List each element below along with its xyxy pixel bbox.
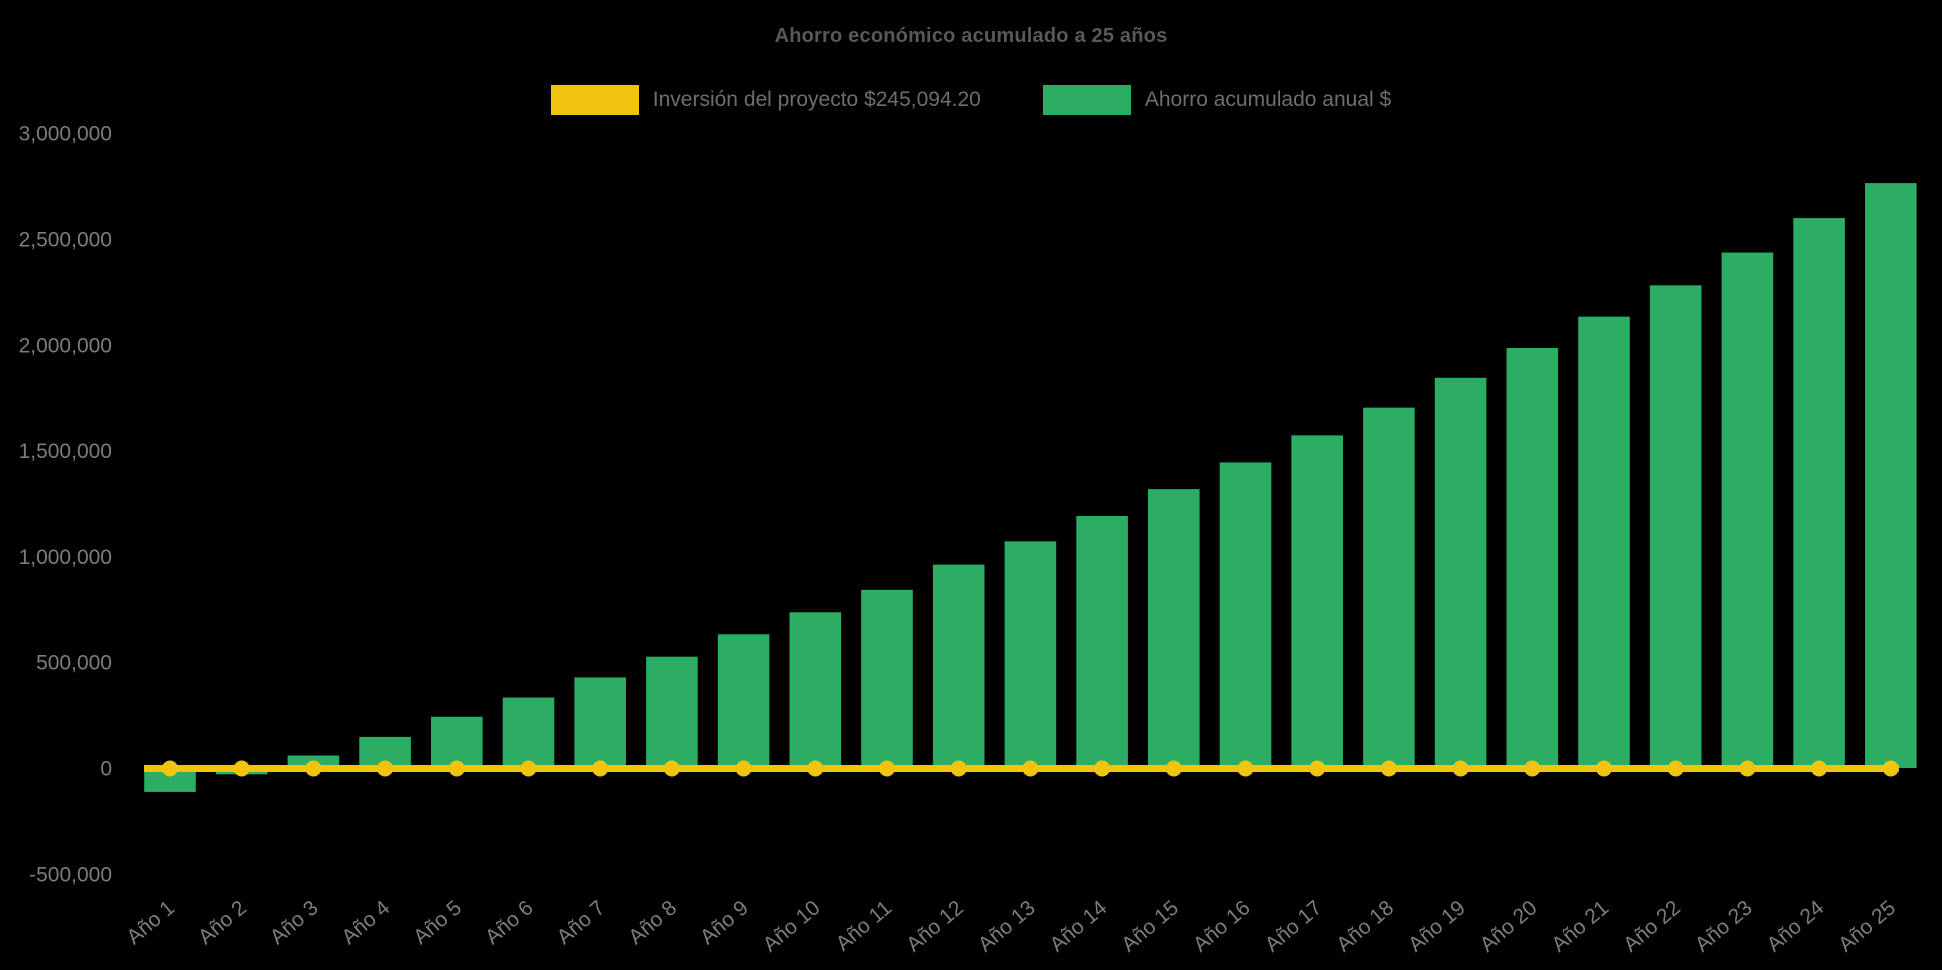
x-axis-label: Año 15: [1117, 896, 1183, 956]
y-axis-label: 3,000,000: [19, 123, 112, 146]
investment-point-ano-21[interactable]: [1596, 760, 1612, 777]
x-axis-label: Año 12: [902, 896, 968, 956]
x-axis-label: Año 14: [1046, 896, 1112, 957]
x-axis-label: Año 19: [1404, 896, 1470, 956]
bar-ano-25[interactable]: [1865, 183, 1917, 769]
y-axis-label: 2,500,000: [19, 229, 112, 252]
investment-point-ano-19[interactable]: [1452, 760, 1469, 777]
legend-swatch-savings: [1042, 85, 1131, 115]
investment-point-ano-22[interactable]: [1667, 760, 1684, 777]
x-axis-label: Año 13: [974, 896, 1040, 956]
investment-point-ano-1[interactable]: [162, 760, 178, 777]
investment-point-ano-25[interactable]: [1882, 760, 1899, 777]
investment-point-ano-3[interactable]: [305, 760, 322, 777]
x-axis-label: Año 25: [1834, 896, 1900, 956]
bar-ano-14[interactable]: [1076, 515, 1128, 768]
investment-point-ano-8[interactable]: [663, 760, 680, 777]
legend: Inversión del proyecto $245,094.20 Ahorr…: [0, 85, 1942, 115]
y-axis-label: 0: [100, 758, 112, 781]
x-axis-label: Año 18: [1332, 896, 1398, 956]
bar-ano-22[interactable]: [1649, 285, 1702, 768]
y-axis-label: 2,000,000: [19, 334, 112, 357]
investment-point-ano-4[interactable]: [377, 760, 394, 777]
bar-ano-10[interactable]: [789, 612, 842, 768]
x-axis-label: Año 22: [1619, 896, 1685, 956]
legend-label-investment: Inversión del proyecto $245,094.20: [652, 88, 981, 111]
bar-ano-5[interactable]: [431, 716, 483, 768]
bar-ano-17[interactable]: [1291, 435, 1343, 768]
investment-point-ano-13[interactable]: [1022, 760, 1039, 777]
bar-ano-1[interactable]: [144, 768, 196, 792]
x-axis-label: Año 21: [1547, 896, 1613, 956]
x-axis-label: Año 16: [1189, 896, 1255, 956]
investment-point-ano-12[interactable]: [950, 760, 967, 777]
x-axis-label: Año 24: [1763, 896, 1829, 957]
legend-label-savings: Ahorro acumulado anual $: [1144, 88, 1392, 111]
investment-point-ano-5[interactable]: [448, 760, 465, 777]
bar-ano-9[interactable]: [717, 634, 770, 768]
investment-point-ano-7[interactable]: [592, 760, 609, 777]
chart-title: Ahorro económico acumulado a 25 años: [774, 25, 1168, 47]
y-axis-label: 500,000: [36, 652, 112, 675]
bar-ano-16[interactable]: [1219, 462, 1272, 768]
investment-point-ano-10[interactable]: [807, 760, 824, 777]
bar-ano-20[interactable]: [1506, 347, 1559, 768]
bar-ano-15[interactable]: [1148, 489, 1200, 768]
investment-point-ano-9[interactable]: [735, 760, 752, 777]
y-axis-label: 1,000,000: [19, 546, 112, 569]
bar-ano-13[interactable]: [1004, 541, 1057, 768]
x-axis-label: Año 5: [409, 896, 466, 949]
y-axis-label: -500,000: [29, 863, 112, 886]
investment-point-ano-11[interactable]: [879, 760, 895, 777]
investment-point-ano-18[interactable]: [1380, 760, 1397, 777]
investment-point-ano-15[interactable]: [1165, 760, 1182, 777]
x-axis-label: Año 2: [194, 896, 251, 949]
bar-ano-11[interactable]: [861, 589, 913, 768]
bar-ano-6[interactable]: [502, 697, 555, 768]
bar-ano-19[interactable]: [1434, 377, 1487, 768]
investment-point-ano-6[interactable]: [520, 760, 537, 777]
x-axis-label: Año 7: [553, 896, 610, 949]
investment-point-ano-14[interactable]: [1094, 760, 1111, 777]
investment-point-ano-2[interactable]: [233, 760, 250, 777]
x-axis-label: Año 23: [1691, 896, 1757, 956]
investment-point-ano-23[interactable]: [1739, 760, 1756, 777]
bar-ano-24[interactable]: [1793, 218, 1845, 768]
legend-item-investment[interactable]: Inversión del proyecto $245,094.20: [550, 85, 981, 115]
legend-swatch-investment: [550, 85, 639, 115]
x-axis-label: Año 9: [696, 896, 753, 949]
bar-ano-12[interactable]: [932, 564, 985, 768]
bar-ano-21[interactable]: [1578, 316, 1630, 768]
x-axis-label: Año 6: [481, 896, 538, 949]
x-axis-label: Año 20: [1476, 896, 1542, 956]
x-axis-label: Año 10: [759, 896, 825, 956]
bar-ano-18[interactable]: [1363, 407, 1415, 768]
investment-point-ano-20[interactable]: [1524, 760, 1541, 777]
investment-point-ano-16[interactable]: [1237, 760, 1254, 777]
x-axis-label: Año 3: [266, 896, 323, 949]
x-axis-label: Año 1: [122, 896, 179, 949]
x-axis-label: Año 17: [1261, 896, 1327, 956]
x-axis-label: Año 11: [832, 896, 897, 955]
bar-ano-23[interactable]: [1721, 252, 1774, 768]
x-axis-label: Año 8: [624, 896, 681, 949]
investment-point-ano-24[interactable]: [1811, 760, 1828, 777]
legend-item-savings[interactable]: Ahorro acumulado anual $: [1042, 85, 1392, 115]
bar-ano-7[interactable]: [574, 677, 626, 768]
x-axis-label: Año 4: [337, 896, 394, 949]
investment-point-ano-17[interactable]: [1309, 760, 1326, 777]
bar-ano-8[interactable]: [646, 656, 698, 768]
y-axis-label: 1,500,000: [19, 440, 112, 463]
